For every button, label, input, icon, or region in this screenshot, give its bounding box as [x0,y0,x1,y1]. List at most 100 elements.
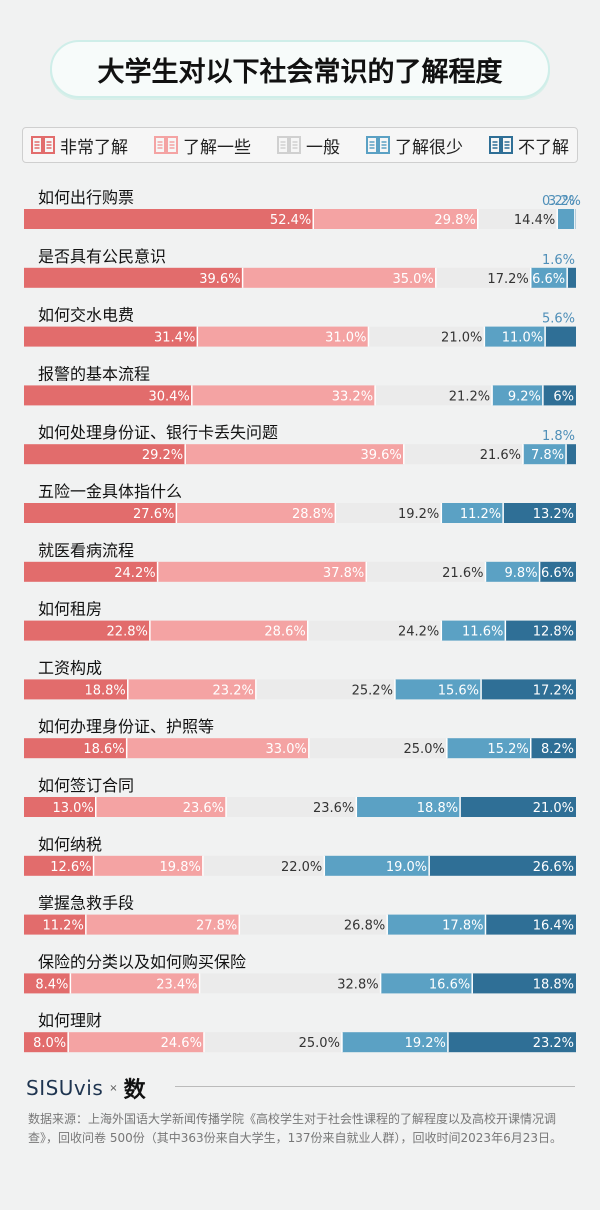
bar-segment [24,267,243,288]
logo-separator: × [109,1082,118,1094]
bar-segment [472,973,576,994]
category-label: 如何签订合同 [38,776,134,795]
value-label: 13.2% [533,507,574,522]
bar-segment [126,738,309,759]
bar-segment [255,679,395,700]
category-label: 如何交水电费 [38,306,134,325]
book-icon [489,136,513,154]
value-label: 24.2% [398,625,439,640]
value-label: 11.2% [460,507,501,522]
value-label: 28.8% [292,507,333,522]
bar-segment [567,267,576,288]
value-label: 13.0% [52,801,93,816]
bar-segment [149,620,308,641]
legend-label: 了解很少 [395,137,463,158]
value-label: 1.8% [542,429,575,444]
bar-segment [460,797,576,817]
value-label: 32.8% [337,977,378,992]
value-label: 22.0% [281,860,322,875]
value-label: 6% [553,389,574,404]
bar-segment [24,209,314,229]
value-label: 19.8% [160,860,201,875]
category-label: 如何出行购票 [38,188,134,207]
value-label: 25.0% [404,742,445,757]
bar-segment [429,855,576,876]
bar-segment [441,620,506,641]
value-label: 21.2% [449,389,490,404]
sisuvis-logo: SISUvis [26,1076,104,1100]
value-label: 18.8% [84,683,125,698]
bar-segment [191,385,376,406]
legend: 非常了解 了解一些 一般 了解很少 不了解 [22,127,578,163]
bar-segment [435,267,531,288]
bar-segment [505,620,576,641]
bar-segment [447,1032,576,1053]
bar-segment [95,797,227,817]
bar-segment [484,326,546,347]
bar-segment [335,503,442,523]
category-label: 五险一金具体指什么 [38,482,182,501]
bar-segment [485,914,576,935]
value-label: 15.2% [487,742,528,757]
value-label: 11.6% [462,625,503,640]
bar-segment [24,1032,69,1053]
category-label: 如何理财 [38,1011,102,1030]
bar-segment [24,444,186,465]
bar-segment [557,209,575,229]
bar-segment [542,385,576,406]
bar-segment [68,1032,204,1053]
value-label: 1.6% [542,253,575,268]
value-label: 18.6% [83,742,124,757]
value-label: 11.2% [43,919,84,934]
value-label: 33.0% [266,742,307,757]
bar-segment [307,620,442,641]
value-label: 28.6% [264,625,305,640]
bar-segment [24,326,198,347]
value-label: 23.6% [313,801,354,816]
value-label: 17.8% [442,919,483,934]
value-label: 19.2% [398,507,439,522]
legend-label: 了解一些 [183,137,251,158]
divider [175,1086,575,1087]
value-label: 21.6% [442,566,483,581]
value-label: 24.6% [161,1036,202,1051]
category-label: 是否具有公民意识 [38,247,166,266]
branding: SISUvis × 数 [26,1072,146,1104]
bar-segment [24,503,177,523]
bar-segment [70,973,200,994]
bar-segment [185,444,404,465]
bar-segment [24,973,71,994]
value-label: 16.4% [533,919,574,934]
legend-item: 了解很少 [366,133,463,158]
legend-label: 不了解 [518,137,569,158]
value-label: 19.0% [386,860,427,875]
bar-segment [157,561,367,582]
category-label: 掌握急救手段 [38,894,134,913]
value-label: 37.8% [323,566,364,581]
bar-segment [176,503,336,523]
book-icon [277,136,301,154]
value-label: 11.0% [502,331,543,346]
book-icon [31,136,55,154]
bar-segment [539,561,576,582]
value-label: 17.2% [533,683,574,698]
value-label: 8.2% [541,742,574,757]
value-label: 33.2% [332,389,373,404]
bar-segment [202,855,325,876]
bar-segment [24,855,94,876]
category-label: 报警的基本流程 [38,364,150,383]
value-label: 9.8% [505,566,538,581]
bar-segment [24,679,128,700]
bar-segment [93,855,203,876]
bar-segment [324,855,430,876]
bar-segment [387,914,486,935]
value-label: 31.0% [325,331,366,346]
book-icon [154,136,178,154]
bar-segment [226,797,357,817]
bar-segment [24,738,127,759]
value-label: 39.6% [360,448,401,463]
legend-item: 不了解 [489,133,569,158]
bar-segment [523,444,567,465]
legend-label: 非常了解 [60,137,128,158]
legend-item: 非常了解 [31,133,128,158]
